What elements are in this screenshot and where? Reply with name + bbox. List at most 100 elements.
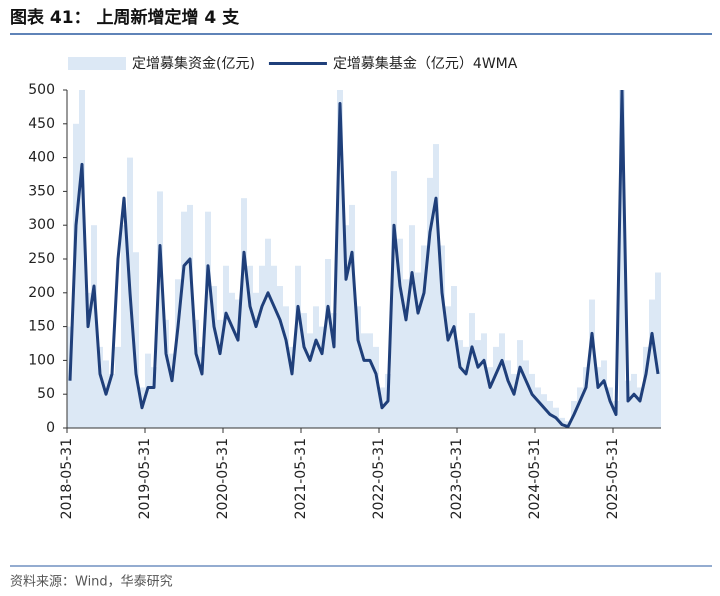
- area-bar: [421, 245, 427, 428]
- area-bar: [457, 340, 463, 428]
- area-bar: [301, 313, 307, 428]
- area-bar: [181, 211, 187, 428]
- area-bar: [349, 204, 355, 428]
- area-bar: [73, 123, 79, 428]
- y-tick-label: 450: [28, 116, 55, 132]
- chart-title: 图表 41： 上周新增定增 4 支: [10, 7, 240, 28]
- area-bar: [229, 292, 235, 428]
- area-bar: [403, 279, 409, 428]
- area-bar: [175, 279, 181, 428]
- area-bar: [637, 387, 643, 428]
- y-tick-label: 500: [28, 82, 55, 98]
- x-tick-label: 2020-05-31: [215, 438, 231, 519]
- legend-swatch: [68, 57, 126, 70]
- area-bar: [541, 394, 547, 428]
- legend-label: 定增募集资金(亿元): [132, 55, 255, 72]
- y-tick-label: 100: [28, 352, 55, 368]
- y-tick-label: 300: [28, 217, 55, 233]
- area-bar: [475, 340, 481, 428]
- area-bar: [247, 265, 253, 428]
- area-bar: [601, 360, 607, 428]
- x-tick-label: 2025-05-31: [605, 438, 621, 519]
- area-bar: [583, 367, 589, 428]
- y-tick-label: 400: [28, 150, 55, 166]
- area-bar: [313, 306, 319, 428]
- x-tick-label: 2023-05-31: [449, 438, 465, 519]
- y-tick-label: 350: [28, 183, 55, 199]
- area-bar: [535, 387, 541, 428]
- area-bar: [487, 367, 493, 428]
- area-bar: [265, 238, 271, 428]
- area-bar: [193, 319, 199, 428]
- area-bar: [115, 346, 121, 428]
- area-bar: [79, 90, 85, 428]
- area-bar: [649, 299, 655, 428]
- area-bar: [337, 90, 343, 428]
- area-bar: [469, 313, 475, 428]
- area-bar: [439, 245, 445, 428]
- area-bar: [307, 333, 313, 428]
- x-tick-label: 2019-05-31: [137, 438, 153, 519]
- area-bar: [121, 225, 127, 428]
- area-bar: [511, 373, 517, 428]
- area-bar: [631, 373, 637, 428]
- area-bar: [433, 144, 439, 428]
- area-bar: [643, 346, 649, 428]
- area-bar: [619, 90, 625, 428]
- area-bar: [445, 306, 451, 428]
- area-bar: [133, 252, 139, 428]
- area-bar: [415, 272, 421, 428]
- area-bar: [607, 387, 613, 428]
- area-bar: [109, 373, 115, 428]
- area-bar: [319, 326, 325, 428]
- area-bar: [187, 204, 193, 428]
- y-tick-label: 150: [28, 319, 55, 335]
- plot-area: [67, 90, 661, 428]
- area-bar: [295, 265, 301, 428]
- area-bar: [343, 225, 349, 428]
- area-bar: [277, 286, 283, 428]
- area-bar: [331, 313, 337, 428]
- area-bar: [505, 360, 511, 428]
- x-tick-label: 2022-05-31: [371, 438, 387, 519]
- area-bar: [523, 360, 529, 428]
- area-bar: [517, 340, 523, 428]
- area-bar: [85, 292, 91, 428]
- area-bar: [91, 225, 97, 428]
- area-bar: [97, 346, 103, 428]
- area-bar: [283, 306, 289, 428]
- area-bar: [625, 380, 631, 428]
- area-bar: [355, 306, 361, 428]
- area-bar: [169, 353, 175, 428]
- area-bar: [529, 373, 535, 428]
- area-bar: [577, 387, 583, 428]
- source: 资料来源：Wind，华泰研究: [10, 575, 173, 590]
- area-bar: [589, 299, 595, 428]
- area-bar: [217, 319, 223, 428]
- area-bar: [391, 171, 397, 428]
- area-bar: [289, 346, 295, 428]
- area-bar: [427, 177, 433, 428]
- area-bar: [463, 346, 469, 428]
- area-bar: [235, 299, 241, 428]
- x-tick-label: 2018-05-31: [59, 438, 75, 519]
- area-bar: [655, 272, 661, 428]
- line: [68, 90, 660, 428]
- area-bar: [373, 346, 379, 428]
- area-bar: [595, 367, 601, 428]
- area-bar: [397, 238, 403, 428]
- area-bar: [163, 319, 169, 428]
- y-tick-label: 50: [37, 386, 55, 402]
- area-bar: [481, 333, 487, 428]
- area-bar: [259, 265, 265, 428]
- area-bar: [253, 292, 259, 428]
- y-tick-label: 0: [46, 420, 55, 436]
- area-bar: [409, 225, 415, 428]
- area-bar: [451, 286, 457, 428]
- area-bar: [211, 286, 217, 428]
- y-tick-label: 200: [28, 285, 55, 301]
- legend-label: 定增募集基金（亿元）4WMA: [333, 55, 518, 72]
- area-bar: [367, 333, 373, 428]
- area-bar: [157, 191, 163, 428]
